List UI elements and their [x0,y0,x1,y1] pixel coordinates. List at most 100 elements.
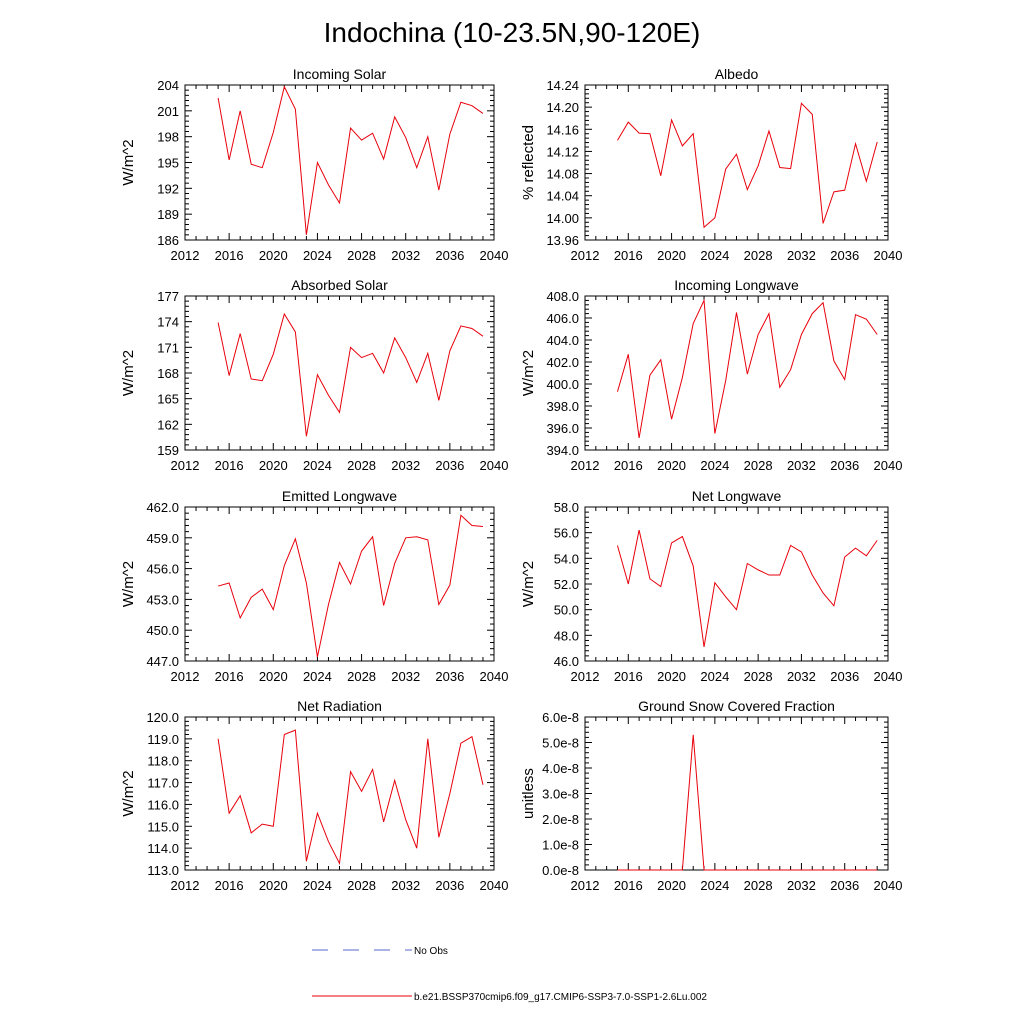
y-tick-label: 406.0 [546,311,579,326]
y-tick-label: 52.0 [554,577,579,592]
legend-label-no-obs: No Obs [414,946,448,957]
x-tick-label: 2012 [171,669,200,684]
y-tick-label: 54.0 [554,551,579,566]
y-tick-label: 14.00 [546,211,579,226]
chart-title: Incoming Solar [293,66,387,82]
x-tick-label: 2028 [347,248,376,263]
y-tick-label: 459.0 [146,531,179,546]
y-tick-label: 204 [157,78,179,93]
y-tick-label: 48.0 [554,628,579,643]
x-tick-label: 2016 [614,458,643,473]
y-tick-label: 450.0 [146,623,179,638]
x-tick-label: 2024 [303,669,332,684]
y-tick-label: 195 [157,156,179,171]
y-tick-label: 453.0 [146,592,179,607]
x-tick-label: 2040 [480,878,509,893]
x-tick-label: 2016 [614,878,643,893]
y-tick-label: 0.0e-8 [542,863,579,878]
y-tick-label: 14.08 [546,167,579,182]
y-tick-label: 50.0 [554,603,579,618]
series-line [217,312,484,437]
series-line [617,102,878,229]
y-tick-label: 189 [157,207,179,222]
y-tick-label: 120.0 [146,710,179,725]
x-tick-label: 2040 [480,248,509,263]
y-tick-label: 5.0e-8 [542,736,579,751]
series-line [217,514,484,657]
y-tick-label: 14.04 [546,189,579,204]
x-tick-label: 2036 [435,669,464,684]
y-tick-label: 198 [157,130,179,145]
x-tick-label: 2032 [391,669,420,684]
y-tick-label: 165 [157,392,179,407]
x-tick-label: 2036 [435,248,464,263]
x-tick-label: 2040 [480,669,509,684]
y-tick-label: 113.0 [147,863,179,878]
legend: No Obs b.e21.BSSP370cmip6.f09_g17.CMIP6-S… [312,946,707,1003]
x-tick-label: 2036 [830,878,859,893]
x-tick-label: 2032 [787,248,816,263]
y-tick-label: 400.0 [546,377,579,392]
y-tick-label: 14.12 [546,144,579,159]
y-tick-label: 56.0 [554,526,579,541]
y-tick-label: 174 [157,315,179,330]
chart-panel: Ground Snow Covered Fraction unitless 2012… [520,698,902,893]
x-tick-label: 2040 [874,248,903,263]
y-tick-label: 177 [157,289,179,304]
x-tick-label: 2020 [657,248,686,263]
plot-frame [584,716,889,871]
x-tick-label: 2012 [571,878,600,893]
y-tick-label: 402.0 [546,355,579,370]
y-axis-label: % reflected [520,125,537,200]
y-tick-label: 171 [157,340,179,355]
series-line [616,298,878,438]
y-tick-label: 2.0e-8 [542,812,579,827]
x-tick-label: 2020 [657,878,686,893]
y-tick-label: 116.0 [147,797,179,812]
x-tick-label: 2032 [391,878,420,893]
y-tick-label: 115.0 [147,819,179,834]
y-tick-label: 117.0 [147,776,179,791]
series-line [217,85,484,235]
x-tick-label: 2016 [215,669,244,684]
y-tick-label: 192 [157,181,179,196]
y-axis-label: W/m^2 [520,561,537,607]
y-axis-label: W/m^2 [120,561,137,607]
x-tick-label: 2024 [303,878,332,893]
x-tick-label: 2036 [830,248,859,263]
plot-frame [184,84,495,241]
x-tick-label: 2032 [787,669,816,684]
x-tick-label: 2012 [171,248,200,263]
y-tick-label: 3.0e-8 [542,787,579,802]
x-tick-label: 2036 [435,878,464,893]
x-tick-label: 2016 [215,458,244,473]
y-tick-label: 58.0 [554,500,579,515]
y-tick-label: 118.0 [147,754,179,769]
series-line [617,734,878,871]
series-line [616,529,878,647]
y-tick-label: 14.20 [546,100,579,115]
y-tick-label: 159 [157,443,179,458]
y-tick-label: 462.0 [146,500,179,515]
x-tick-label: 2028 [347,669,376,684]
chart-panel: Absorbed Solar W/m^2 2012 2016 2020 2024 2028 2… [120,277,508,473]
x-tick-label: 2040 [874,878,903,893]
chart-panel: Net Radiation W/m^2 2012 2016 2020 2024 2028 20… [120,698,508,893]
x-tick-label: 2032 [787,458,816,473]
x-tick-label: 2020 [259,878,288,893]
chart-title: Incoming Longwave [674,277,799,293]
y-tick-label: 46.0 [554,654,579,669]
x-tick-label: 2036 [830,669,859,684]
x-tick-label: 2028 [744,248,773,263]
x-tick-label: 2012 [171,458,200,473]
x-tick-label: 2020 [259,669,288,684]
x-tick-label: 2024 [700,248,729,263]
y-tick-label: 4.0e-8 [542,761,579,776]
y-axis-label: W/m^2 [120,770,137,816]
page-title: Indochina (10-23.5N,90-120E) [324,17,701,48]
x-tick-label: 2020 [657,669,686,684]
y-tick-label: 13.96 [546,233,579,248]
x-tick-label: 2016 [215,248,244,263]
chart-panel: Incoming Longwave W/m^2 2012 2016 2020 2024 20… [520,277,902,473]
chart-title: Net Radiation [297,698,382,714]
